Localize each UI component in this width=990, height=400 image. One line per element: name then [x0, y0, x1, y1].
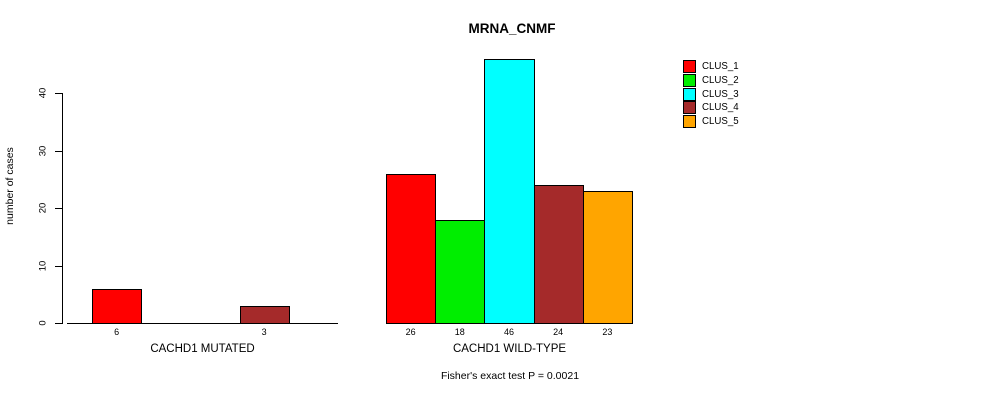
bar-value-label: 6 [114, 327, 120, 337]
bar-clus_5 [582, 190, 633, 324]
bar-value-label: 24 [553, 327, 564, 337]
bar-clus_1 [386, 173, 437, 324]
y-tick-label: 30 [37, 145, 49, 156]
legend-label: CLUS_4 [702, 102, 739, 114]
bar-clus_1 [92, 288, 143, 324]
bar-value-label: 26 [405, 327, 416, 337]
legend-swatch [683, 87, 696, 101]
bar-value-label: 18 [454, 327, 465, 337]
legend-item: CLUS_3 [683, 87, 739, 101]
y-tick [55, 208, 62, 209]
group-label-mutated: CACHD1 MUTATED [150, 343, 255, 355]
legend-item: CLUS_5 [683, 115, 739, 129]
chart-title: MRNA_CNMF [468, 21, 556, 36]
legend-label: CLUS_1 [702, 61, 739, 73]
legend-item: CLUS_4 [683, 101, 739, 115]
legend-label: CLUS_3 [702, 88, 739, 100]
y-axis-label: number of cases [4, 147, 16, 225]
legend-item: CLUS_2 [683, 74, 739, 88]
group-label-wild-type: CACHD1 WILD-TYPE [452, 343, 567, 355]
y-tick-label: 0 [37, 320, 49, 326]
bar-value-label: 3 [261, 327, 267, 337]
y-axis-line [62, 93, 63, 324]
legend: CLUS_1 CLUS_2 CLUS_3 CLUS_4 CLUS_5 [683, 60, 739, 129]
legend-swatch [683, 60, 696, 74]
legend-label: CLUS_5 [702, 116, 739, 128]
bar-clus_4 [533, 185, 584, 324]
bar-clus_3 [484, 58, 535, 324]
y-tick-label: 20 [37, 202, 49, 214]
y-tick [55, 265, 62, 267]
bar-value-label: 46 [503, 327, 515, 337]
y-tick [55, 150, 62, 152]
legend-swatch [683, 74, 696, 88]
legend-item: CLUS_1 [683, 60, 739, 74]
legend-swatch [683, 115, 696, 129]
bar-clus_4 [239, 305, 290, 324]
y-tick [55, 323, 62, 324]
y-tick-label: 40 [37, 87, 49, 99]
y-tick-label: 10 [37, 260, 49, 271]
bar-value-label: 23 [602, 327, 613, 337]
legend-swatch [683, 101, 696, 115]
legend-label: CLUS_2 [702, 75, 739, 87]
fisher-test-footnote: Fisher's exact test P = 0.0021 [440, 370, 580, 382]
y-tick [55, 93, 62, 94]
x-baseline [67, 323, 338, 324]
bar-clus_2 [435, 219, 486, 324]
